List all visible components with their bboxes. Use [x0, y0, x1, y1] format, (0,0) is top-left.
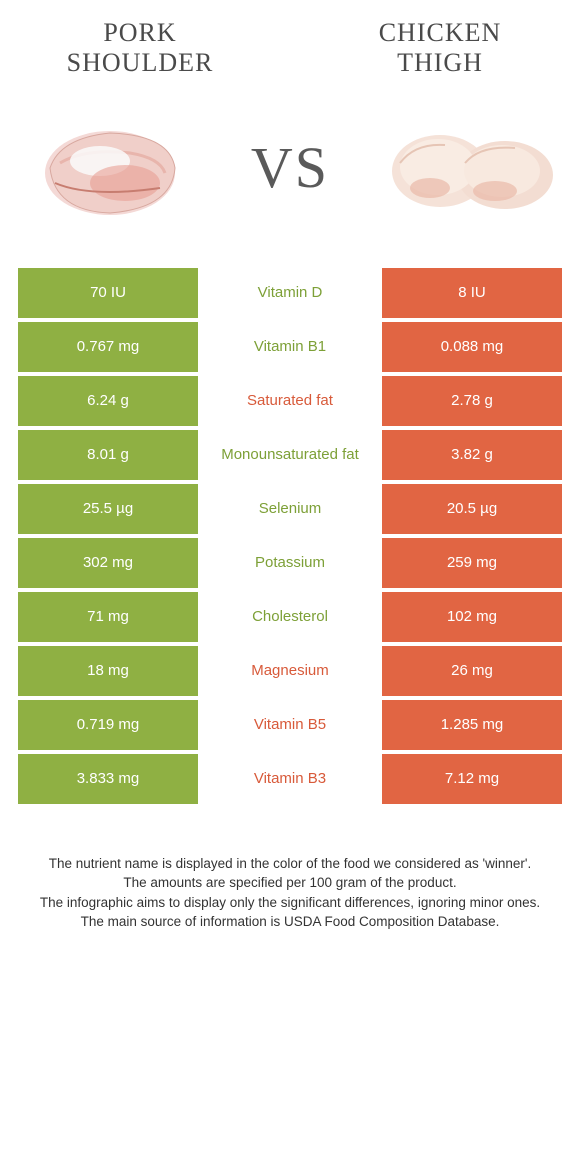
food-left-title: Pork shoulder: [40, 18, 240, 78]
nutrient-name: Selenium: [198, 484, 382, 534]
comparison-table: 70 IUVitamin D8 IU0.767 mgVitamin B10.08…: [18, 268, 562, 804]
right-value: 2.78 g: [382, 376, 562, 426]
footer-line-1: The nutrient name is displayed in the co…: [30, 854, 550, 874]
left-value: 71 mg: [18, 592, 198, 642]
table-row: 8.01 gMonounsaturated fat3.82 g: [18, 430, 562, 480]
right-value: 259 mg: [382, 538, 562, 588]
nutrient-name: Cholesterol: [198, 592, 382, 642]
chicken-thigh-image: [380, 108, 560, 228]
food-right-line1: Chicken: [379, 18, 502, 47]
nutrient-name: Potassium: [198, 538, 382, 588]
vs-row: VS: [0, 88, 580, 258]
left-value: 302 mg: [18, 538, 198, 588]
footer-line-2: The amounts are specified per 100 gram o…: [30, 873, 550, 893]
right-value: 3.82 g: [382, 430, 562, 480]
nutrient-name: Saturated fat: [198, 376, 382, 426]
nutrient-name: Vitamin B3: [198, 754, 382, 804]
nutrient-name: Vitamin B5: [198, 700, 382, 750]
food-right-line2: thigh: [397, 48, 483, 77]
nutrient-name: Monounsaturated fat: [198, 430, 382, 480]
left-value: 25.5 µg: [18, 484, 198, 534]
vs-label: VS: [251, 134, 329, 201]
nutrient-name: Vitamin D: [198, 268, 382, 318]
table-row: 25.5 µgSelenium20.5 µg: [18, 484, 562, 534]
table-row: 0.719 mgVitamin B51.285 mg: [18, 700, 562, 750]
left-value: 0.719 mg: [18, 700, 198, 750]
header-row: Pork shoulder Chicken thigh: [0, 0, 580, 88]
left-value: 18 mg: [18, 646, 198, 696]
nutrient-name: Magnesium: [198, 646, 382, 696]
table-row: 71 mgCholesterol102 mg: [18, 592, 562, 642]
table-row: 18 mgMagnesium26 mg: [18, 646, 562, 696]
right-value: 1.285 mg: [382, 700, 562, 750]
pork-shoulder-image: [20, 108, 200, 228]
food-left-line1: Pork: [103, 18, 176, 47]
left-value: 0.767 mg: [18, 322, 198, 372]
right-value: 102 mg: [382, 592, 562, 642]
table-row: 0.767 mgVitamin B10.088 mg: [18, 322, 562, 372]
left-value: 8.01 g: [18, 430, 198, 480]
table-row: 302 mgPotassium259 mg: [18, 538, 562, 588]
right-value: 20.5 µg: [382, 484, 562, 534]
right-value: 26 mg: [382, 646, 562, 696]
footer-notes: The nutrient name is displayed in the co…: [30, 854, 550, 932]
left-value: 3.833 mg: [18, 754, 198, 804]
right-value: 0.088 mg: [382, 322, 562, 372]
footer-line-3: The infographic aims to display only the…: [30, 893, 550, 913]
left-value: 70 IU: [18, 268, 198, 318]
left-value: 6.24 g: [18, 376, 198, 426]
food-right-title: Chicken thigh: [340, 18, 540, 78]
nutrient-name: Vitamin B1: [198, 322, 382, 372]
food-left-line2: shoulder: [67, 48, 214, 77]
right-value: 7.12 mg: [382, 754, 562, 804]
table-row: 3.833 mgVitamin B37.12 mg: [18, 754, 562, 804]
footer-line-4: The main source of information is USDA F…: [30, 912, 550, 932]
table-row: 70 IUVitamin D8 IU: [18, 268, 562, 318]
right-value: 8 IU: [382, 268, 562, 318]
table-row: 6.24 gSaturated fat2.78 g: [18, 376, 562, 426]
